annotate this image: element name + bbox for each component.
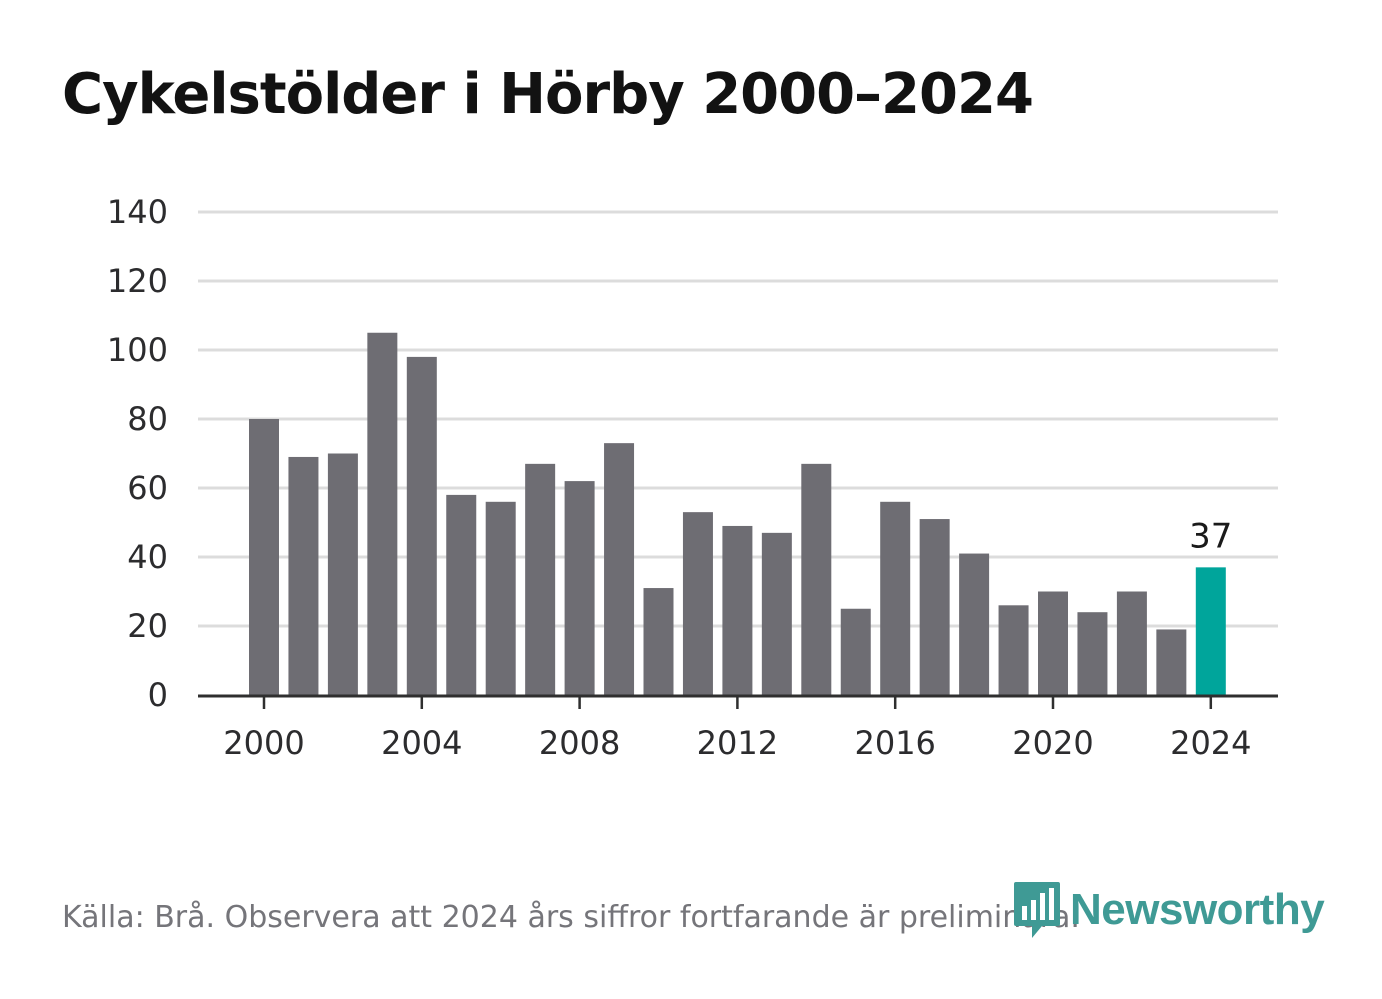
bar-2014 <box>801 463 832 695</box>
bar-2000 <box>249 419 279 695</box>
bar-2017 <box>919 519 950 695</box>
y-tick-label-40: 40 <box>127 538 168 576</box>
bar-2022 <box>1116 591 1147 695</box>
bar-2007 <box>525 463 556 695</box>
chart-title: Cykelstölder i Hörby 2000–2024 <box>62 62 1034 127</box>
y-tick-label-60: 60 <box>127 469 168 507</box>
bar-2008 <box>564 481 595 695</box>
bar-2010 <box>643 588 674 695</box>
y-tick-label-80: 80 <box>127 400 168 438</box>
x-tick-label-2024: 2024 <box>1170 724 1251 762</box>
y-tick-label-140: 140 <box>107 193 168 231</box>
x-tick-label-2000: 2000 <box>223 724 304 762</box>
bar-2013 <box>761 532 792 695</box>
bar-2003 <box>367 332 398 695</box>
axes <box>198 694 1278 709</box>
bar-2001 <box>288 456 319 695</box>
bar-chart-flag-icon <box>1014 882 1060 938</box>
brand-name: Newsworthy <box>1070 885 1325 934</box>
bar-chart: 0 20 40 60 80 100 120 140 37 2000 2004 2008 2012 2016… <box>107 193 1278 762</box>
bar-2020 <box>1038 591 1068 695</box>
bar-2019 <box>998 605 1029 695</box>
bars <box>249 332 1226 695</box>
bar-2012 <box>722 525 753 695</box>
bar-2006 <box>485 501 516 695</box>
bar-2004 <box>406 356 437 695</box>
bar-2011 <box>682 512 713 695</box>
labels: 0 20 40 60 80 100 120 140 37 2000 2004 2008 2012 2016… <box>107 193 1252 762</box>
x-tick-label-2012: 2012 <box>697 724 778 762</box>
source-note: Källa: Brå. Observera att 2024 års siffr… <box>62 900 1080 935</box>
x-tick-label-2016: 2016 <box>854 724 935 762</box>
bar-2021 <box>1077 612 1108 695</box>
bar-2018 <box>959 553 990 695</box>
bar-2002 <box>327 453 358 695</box>
y-tick-label-0: 0 <box>148 676 168 714</box>
y-tick-label-120: 120 <box>107 262 168 300</box>
x-tick-label-2004: 2004 <box>381 724 462 762</box>
bar-2023 <box>1156 629 1187 695</box>
x-tick-label-2008: 2008 <box>539 724 620 762</box>
x-tick-label-2020: 2020 <box>1012 724 1093 762</box>
bar-2024 <box>1195 567 1226 695</box>
value-label-2024: 37 <box>1189 516 1232 556</box>
y-tick-label-20: 20 <box>127 607 168 645</box>
bar-2016 <box>880 501 911 695</box>
bar-2005 <box>446 494 477 695</box>
newsworthy-logo: Newsworthy <box>1012 878 1325 942</box>
bar-2009 <box>604 443 635 695</box>
bar-2015 <box>840 608 871 695</box>
y-tick-label-100: 100 <box>107 331 168 369</box>
